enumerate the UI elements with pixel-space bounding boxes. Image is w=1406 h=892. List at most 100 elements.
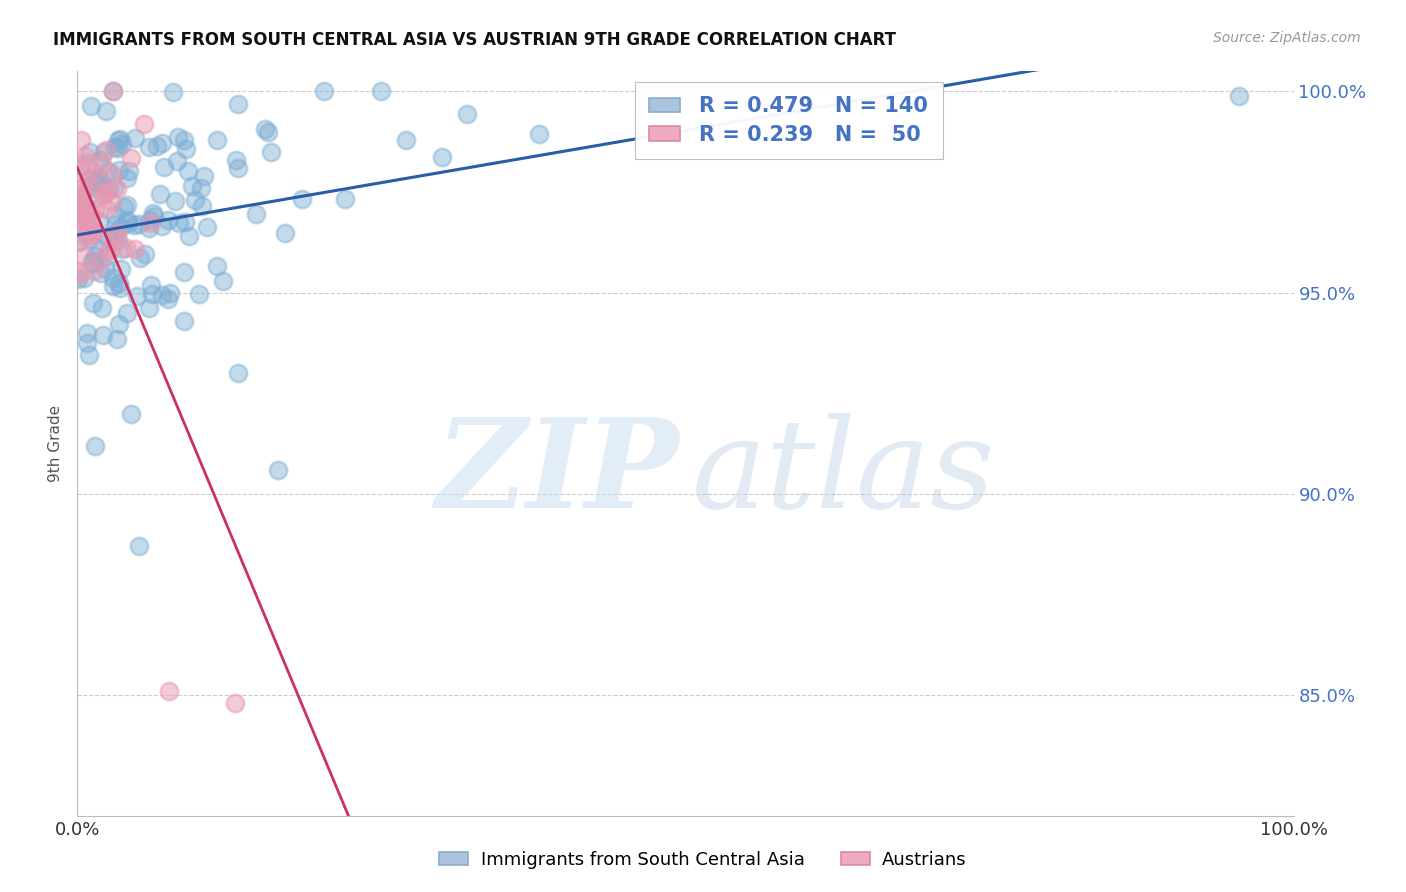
Point xyxy=(80,227,103,242)
Point xyxy=(76,227,98,241)
Point xyxy=(105,218,128,232)
Point xyxy=(90,266,112,280)
Point xyxy=(143,209,166,223)
Point xyxy=(224,697,246,711)
Point xyxy=(260,145,283,160)
Point xyxy=(101,195,124,210)
Point xyxy=(91,178,114,193)
Point xyxy=(111,136,134,151)
Point xyxy=(77,180,100,194)
Point xyxy=(76,202,98,217)
Point xyxy=(82,224,104,238)
Point xyxy=(212,274,235,288)
Point xyxy=(76,336,98,351)
Point xyxy=(69,267,91,281)
Point xyxy=(82,295,104,310)
Point xyxy=(70,219,93,233)
Legend: R = 0.479   N = 140, R = 0.239   N =  50: R = 0.479 N = 140, R = 0.239 N = 50 xyxy=(634,82,942,160)
Point xyxy=(115,241,138,255)
Point xyxy=(69,207,91,221)
Point xyxy=(129,252,152,266)
Point xyxy=(79,145,101,159)
Point xyxy=(156,293,179,307)
Point xyxy=(83,202,105,217)
Point xyxy=(72,180,94,194)
Point xyxy=(159,285,181,300)
Point xyxy=(66,196,89,211)
Point xyxy=(190,181,212,195)
Point xyxy=(89,254,111,268)
Point xyxy=(117,216,139,230)
Point xyxy=(111,242,134,256)
Point xyxy=(290,193,312,207)
Point xyxy=(174,215,197,229)
Point xyxy=(157,684,180,698)
Point xyxy=(70,196,93,211)
Point xyxy=(76,172,98,186)
Point xyxy=(104,229,127,244)
Point xyxy=(73,249,96,263)
Point xyxy=(73,213,96,227)
Point xyxy=(150,287,173,301)
Point xyxy=(370,85,392,99)
Point xyxy=(70,159,93,173)
Point xyxy=(73,271,96,285)
Point xyxy=(395,133,418,147)
Point xyxy=(165,194,187,209)
Point xyxy=(162,85,184,99)
Point xyxy=(173,133,195,147)
Point xyxy=(70,132,93,146)
Point xyxy=(225,153,247,167)
Point xyxy=(139,216,162,230)
Point xyxy=(66,222,89,236)
Point xyxy=(90,157,112,171)
Point xyxy=(93,188,115,202)
Point xyxy=(70,211,93,225)
Point xyxy=(173,313,195,327)
Point xyxy=(94,260,117,275)
Point xyxy=(67,155,90,169)
Point xyxy=(104,209,127,223)
Point xyxy=(108,163,131,178)
Point xyxy=(80,211,103,225)
Point xyxy=(97,164,120,178)
Point xyxy=(207,259,229,273)
Point xyxy=(128,217,150,231)
Text: ZIP: ZIP xyxy=(436,413,679,534)
Point xyxy=(166,154,188,169)
Point xyxy=(150,219,173,233)
Point xyxy=(107,133,129,147)
Point xyxy=(124,131,146,145)
Point xyxy=(89,153,111,168)
Point xyxy=(529,127,551,141)
Point xyxy=(70,234,93,248)
Point xyxy=(156,213,179,227)
Point xyxy=(66,272,89,286)
Text: atlas: atlas xyxy=(692,413,995,534)
Point xyxy=(108,276,131,290)
Point xyxy=(174,143,197,157)
Point xyxy=(226,161,249,175)
Point xyxy=(188,286,211,301)
Point xyxy=(115,306,138,320)
Point xyxy=(96,184,118,198)
Point xyxy=(83,165,105,179)
Point xyxy=(76,201,98,215)
Legend: Immigrants from South Central Asia, Austrians: Immigrants from South Central Asia, Aust… xyxy=(432,844,974,876)
Point xyxy=(314,85,336,99)
Point xyxy=(139,213,162,227)
Point xyxy=(96,250,118,264)
Point xyxy=(84,174,107,188)
Point xyxy=(79,348,101,362)
Point xyxy=(120,151,142,165)
Point xyxy=(110,261,132,276)
Point xyxy=(430,150,453,164)
Point xyxy=(256,125,278,139)
Point xyxy=(193,169,215,183)
Point xyxy=(138,140,160,154)
Point xyxy=(101,279,124,293)
Point xyxy=(79,232,101,246)
Point xyxy=(103,181,125,195)
Point xyxy=(67,207,90,221)
Point xyxy=(141,286,163,301)
